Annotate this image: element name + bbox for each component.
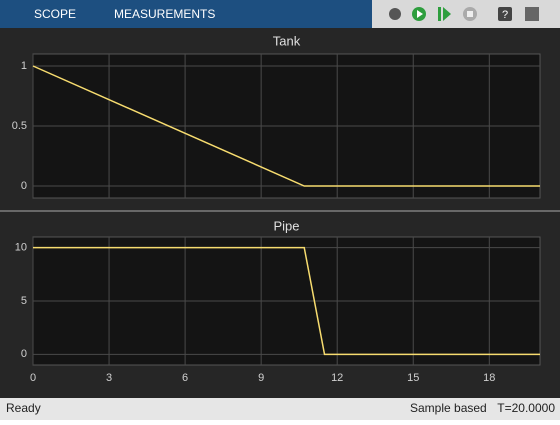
chart-title: Pipe bbox=[273, 218, 299, 233]
settings-icon[interactable] bbox=[389, 8, 401, 20]
chart-title: Tank bbox=[273, 33, 301, 48]
series-line bbox=[32, 65, 540, 187]
undock-icon[interactable] bbox=[525, 7, 539, 21]
help-icon[interactable] bbox=[498, 7, 512, 21]
status-bar bbox=[0, 398, 560, 420]
help-glyph: ? bbox=[502, 9, 508, 21]
tab[interactable]: SCOPE bbox=[34, 7, 76, 21]
y-tick-label: 10 bbox=[15, 242, 27, 254]
step-glyph bbox=[443, 7, 451, 21]
y-tick-label: 0 bbox=[21, 348, 27, 360]
x-tick-label: 6 bbox=[182, 372, 188, 384]
y-tick-label: 1 bbox=[21, 60, 27, 72]
run-glyph bbox=[417, 10, 423, 18]
y-tick-label: 0 bbox=[21, 180, 27, 192]
stop-glyph bbox=[467, 11, 473, 17]
status-state: Ready bbox=[6, 401, 41, 415]
status-mode: Sample based bbox=[410, 401, 487, 415]
y-tick-label: 5 bbox=[21, 295, 27, 307]
x-tick-label: 9 bbox=[258, 372, 264, 384]
x-tick-label: 15 bbox=[407, 372, 419, 384]
x-tick-label: 18 bbox=[483, 372, 495, 384]
tab[interactable]: MEASUREMENTS bbox=[114, 7, 215, 21]
x-tick-label: 3 bbox=[106, 372, 112, 384]
x-tick-label: 0 bbox=[30, 372, 36, 384]
status-time: T=20.0000 bbox=[497, 401, 555, 415]
x-tick-label: 12 bbox=[331, 372, 343, 384]
step-icon[interactable] bbox=[438, 7, 441, 21]
series-line bbox=[33, 246, 540, 356]
y-tick-label: 0.5 bbox=[12, 120, 27, 132]
